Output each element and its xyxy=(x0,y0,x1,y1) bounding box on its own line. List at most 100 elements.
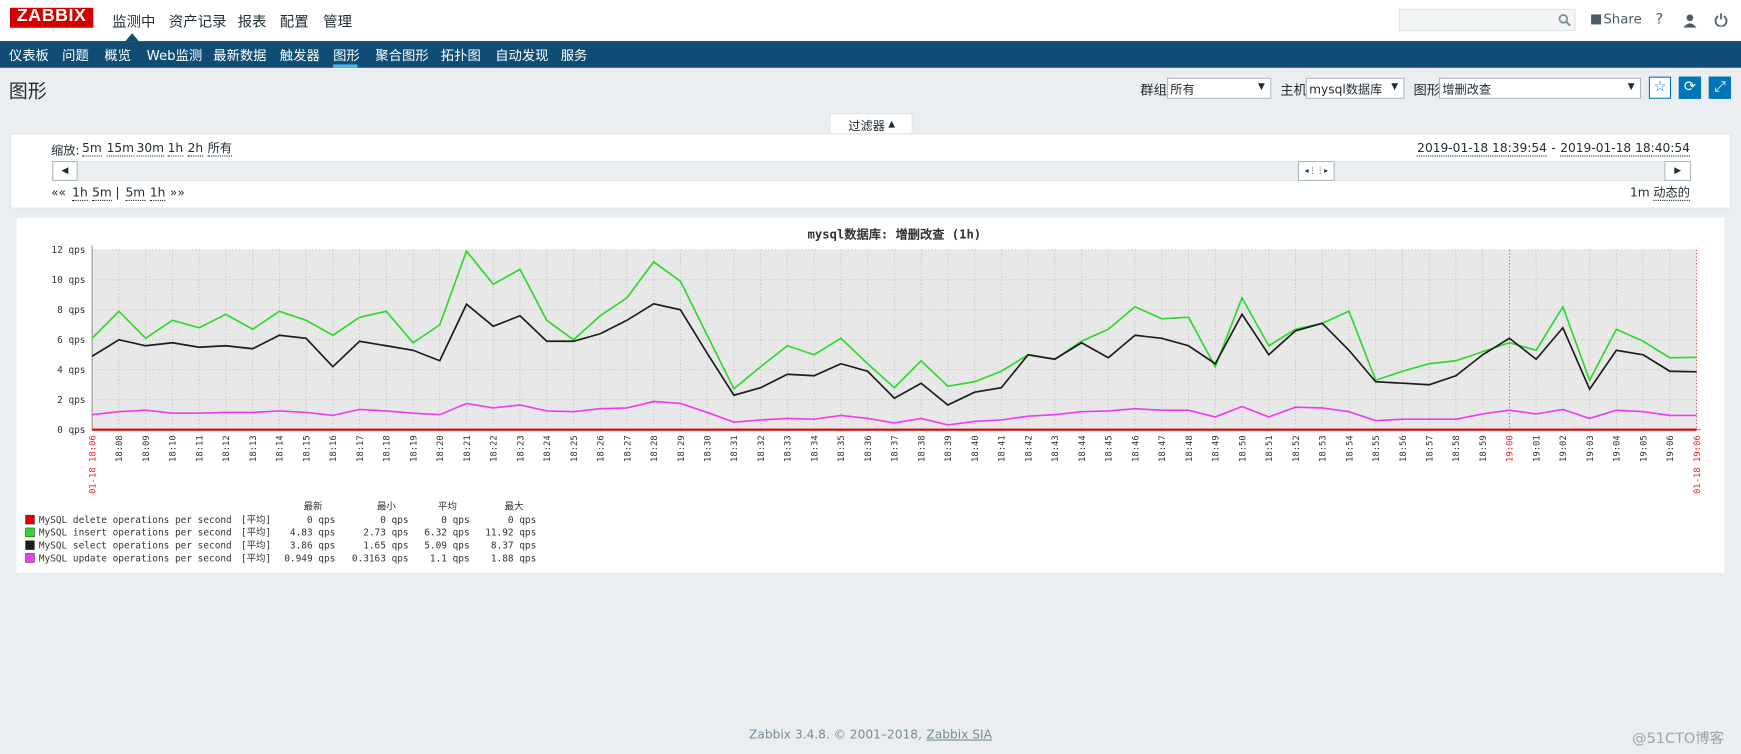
logo-text[interactable]: ZABBIX xyxy=(16,6,87,26)
x-tick-label: 01-18 19:06 xyxy=(1693,435,1703,494)
fullscreen-button[interactable]: ⤢ xyxy=(1708,76,1732,99)
filter-label: 图形 xyxy=(1413,82,1441,98)
legend-swatch xyxy=(25,540,35,550)
share-link[interactable]: Share xyxy=(1603,11,1642,27)
dynamic-toggle[interactable]: 动态的 xyxy=(1653,185,1690,201)
x-tick-label: 18:46 xyxy=(1131,435,1141,462)
subnav-item[interactable]: 自动发现 xyxy=(495,47,549,64)
legend-value: 11.92 qps xyxy=(485,528,536,539)
nav-forward-step[interactable]: 5m xyxy=(125,185,146,201)
select-box[interactable] xyxy=(1438,77,1642,99)
subnav-item[interactable]: 拓扑图 xyxy=(440,47,481,64)
legend-value: 0 qps xyxy=(508,515,536,526)
subnav-item[interactable]: 触发器 xyxy=(279,47,320,64)
x-tick-label: 18:31 xyxy=(730,435,740,462)
zoom-link[interactable]: 1h xyxy=(167,141,184,157)
filter-tab-label[interactable]: 过滤器 xyxy=(848,118,885,134)
x-tick-label: 19:05 xyxy=(1639,435,1649,462)
subnav-item[interactable]: 问题 xyxy=(62,47,89,64)
nav-back-step[interactable]: 5m xyxy=(92,185,112,201)
nav-back-step[interactable]: 1h xyxy=(72,185,88,201)
x-tick-label: 19:03 xyxy=(1586,435,1596,462)
legend-swatch xyxy=(25,553,35,563)
subnav-item[interactable]: Web监测 xyxy=(146,47,203,64)
x-tick-label: 19:01 xyxy=(1532,435,1542,462)
logo[interactable] xyxy=(9,7,94,28)
select-arrow: ▼ xyxy=(1391,81,1399,92)
legend-value: 0 qps xyxy=(307,515,335,526)
search-box[interactable] xyxy=(1399,8,1576,32)
select-value[interactable]: 增删改查 xyxy=(1442,82,1492,97)
x-tick-label: 18:33 xyxy=(784,435,794,462)
refresh-button[interactable]: ⟳ xyxy=(1678,76,1702,99)
x-tick-label: 18:34 xyxy=(810,435,820,462)
subnav-item[interactable]: 聚合图形 xyxy=(375,47,429,64)
legend-value: 0.3163 qps xyxy=(352,553,409,564)
x-tick-label: 18:47 xyxy=(1158,435,1168,462)
legend-value: 6.32 qps xyxy=(424,528,469,539)
legend-series-name: MySQL update operations per second xyxy=(39,553,232,564)
select-arrow: ▼ xyxy=(1627,81,1635,92)
top-menu-item[interactable]: 报表 xyxy=(237,14,267,32)
top-menu-item[interactable]: 监测中 xyxy=(112,14,156,32)
y-tick-label: 4 qps xyxy=(57,365,85,376)
timeline-left-button[interactable]: ◀ xyxy=(52,160,78,181)
y-tick-label: 12 qps xyxy=(51,245,85,256)
select-arrow: ▼ xyxy=(1258,81,1265,92)
subnav-item[interactable]: 概览 xyxy=(104,47,132,64)
select-value[interactable]: mysql数据库 xyxy=(1309,82,1383,97)
nav-separator: | xyxy=(115,185,120,200)
x-tick-label: 18:42 xyxy=(1024,435,1034,462)
range-to[interactable]: 2019-01-18 18:40:54 xyxy=(1560,141,1690,157)
top-menu-item[interactable]: 资产记录 xyxy=(168,14,227,32)
range-from[interactable]: 2019-01-18 18:39:54 xyxy=(1417,141,1547,157)
x-tick-label: 18:09 xyxy=(142,435,152,462)
nav-forward-step[interactable]: 1h xyxy=(149,185,166,201)
legend-value: 0 qps xyxy=(380,515,408,526)
subnav-item[interactable]: 图形 xyxy=(333,47,360,64)
legend-swatch xyxy=(25,527,35,538)
x-tick-label: 18:56 xyxy=(1399,435,1409,462)
user-icon[interactable] xyxy=(1683,13,1697,28)
zoom-link[interactable]: 30m xyxy=(136,141,165,157)
filter-tab[interactable] xyxy=(829,113,913,136)
legend-value: 1.65 qps xyxy=(363,541,408,552)
series-line xyxy=(92,400,1697,426)
x-tick-label: 18:49 xyxy=(1212,435,1222,462)
x-tick-label: 18:26 xyxy=(597,435,607,462)
footer-link[interactable]: Zabbix SIA xyxy=(926,727,992,742)
zoom-link[interactable]: 2h xyxy=(187,141,204,157)
zoom-link[interactable]: 5m xyxy=(82,141,102,157)
timeline-handle[interactable]: ◂⋮⋮▸ xyxy=(1297,160,1335,181)
help-icon[interactable]: ? xyxy=(1655,11,1664,28)
x-tick-label: 18:20 xyxy=(436,435,446,462)
subnav-item[interactable]: 仪表板 xyxy=(8,47,49,64)
logout-icon[interactable] xyxy=(1714,12,1728,27)
x-tick-label: 18:15 xyxy=(302,435,312,462)
legend-series-name: MySQL delete operations per second xyxy=(39,515,232,526)
select-box[interactable] xyxy=(1166,77,1272,99)
legend-swatch xyxy=(25,514,35,525)
zoom-link[interactable]: 所有 xyxy=(207,141,233,157)
nav-back[interactable]: «« xyxy=(51,185,67,200)
subnav-item[interactable]: 服务 xyxy=(560,47,588,64)
nav-forward[interactable]: »» xyxy=(169,185,185,200)
legend-value: 8.37 qps xyxy=(491,541,536,552)
x-tick-label: 18:52 xyxy=(1292,435,1302,462)
legend-function: [平均] xyxy=(241,552,271,564)
zoom-link[interactable]: 15m xyxy=(106,141,135,157)
x-tick-label: 18:25 xyxy=(570,435,580,462)
top-menu-item[interactable]: 配置 xyxy=(279,14,309,32)
period: 1m xyxy=(1629,185,1650,200)
timeline-right-button[interactable]: ▶ xyxy=(1664,160,1692,181)
favorite-button[interactable]: ☆ xyxy=(1648,76,1672,99)
select-value[interactable]: 所有 xyxy=(1170,82,1195,97)
x-tick-label: 18:53 xyxy=(1319,435,1329,462)
subnav-item[interactable]: 最新数据 xyxy=(213,47,267,64)
top-menu-item[interactable]: 管理 xyxy=(323,14,352,32)
select-box[interactable] xyxy=(1305,77,1405,99)
x-tick-label: 18:36 xyxy=(864,435,874,462)
legend-header: 最大 xyxy=(505,501,524,513)
legend-function: [平均] xyxy=(241,527,271,539)
time-range: 2019-01-18 18:39:54-2019-01-18 18:40:54 xyxy=(1417,141,1690,157)
